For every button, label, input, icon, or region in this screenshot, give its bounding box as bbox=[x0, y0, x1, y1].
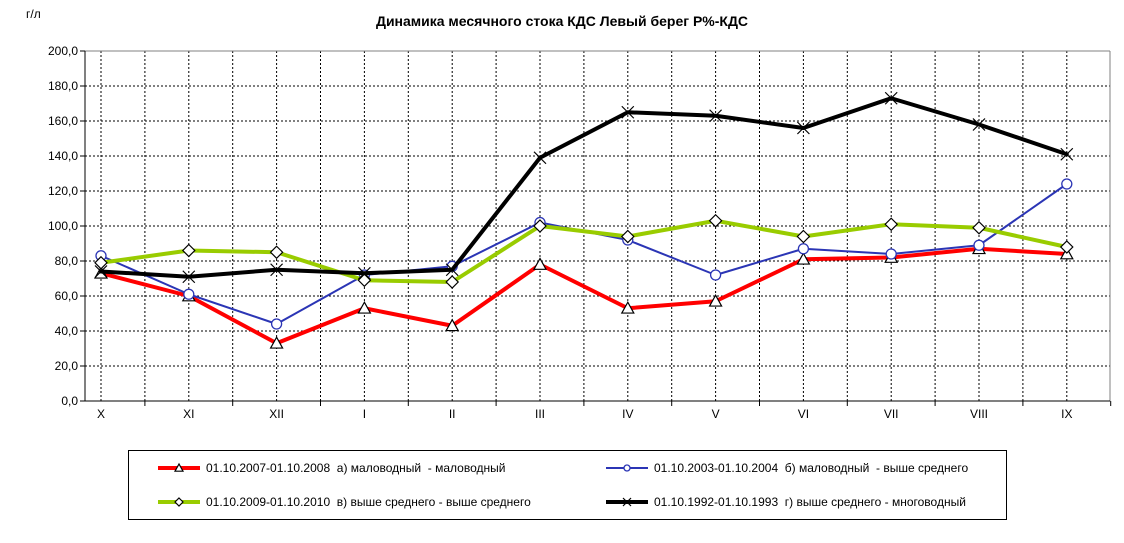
legend-label: 01.10.2007-01.10.2008 а) маловодный - ма… bbox=[206, 461, 506, 475]
legend-swatch-black-x-line bbox=[606, 497, 648, 507]
legend-swatch-green-diamond-line bbox=[158, 497, 200, 507]
legend-swatch-blue-circle-line bbox=[606, 464, 648, 472]
legend-item-series-g: 01.10.1992-01.10.1993 г) выше среднего -… bbox=[605, 493, 1006, 511]
chart-title: Динамика месячного стока КДС Левый берег… bbox=[375, 13, 749, 29]
legend-label: 01.10.2003-01.10.2004 б) маловодный - вы… bbox=[654, 461, 969, 475]
y-axis-unit-label: г/л bbox=[26, 7, 41, 21]
legend-swatch-red-triangle-line bbox=[158, 462, 200, 472]
legend-item-series-b: 01.10.2003-01.10.2004 б) маловодный - вы… bbox=[605, 459, 1006, 477]
legend-item-series-v: 01.10.2009-01.10.2010 в) выше среднего -… bbox=[157, 493, 605, 511]
legend-label: 01.10.1992-01.10.1993 г) выше среднего -… bbox=[654, 495, 966, 509]
legend-label: 01.10.2009-01.10.2010 в) выше среднего -… bbox=[206, 495, 531, 509]
legend-item-series-a: 01.10.2007-01.10.2008 а) маловодный - ма… bbox=[157, 459, 605, 477]
legend-box: 01.10.2007-01.10.2008 а) маловодный - ма… bbox=[128, 450, 1007, 520]
